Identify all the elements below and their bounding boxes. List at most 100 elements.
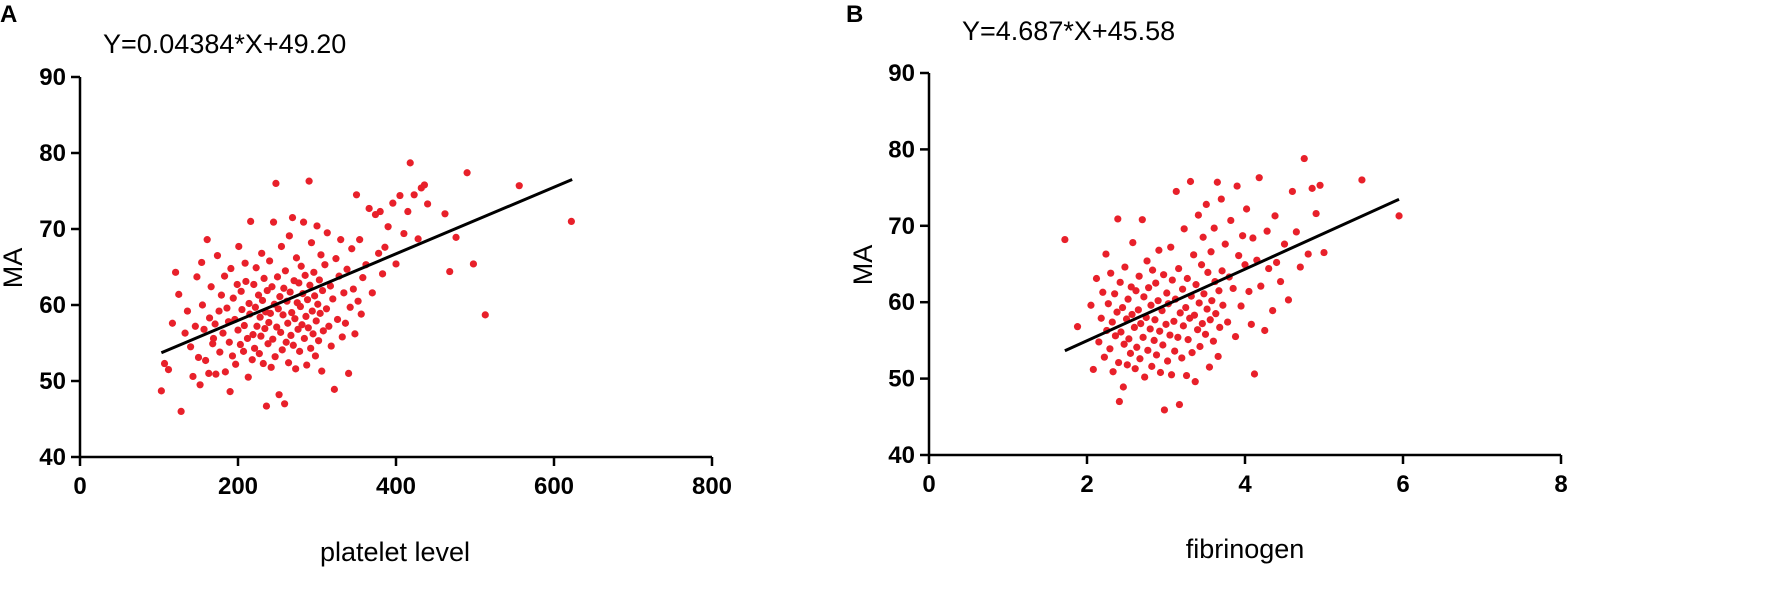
- data-point-b: [1186, 177, 1195, 186]
- data-point-b: [1163, 289, 1171, 297]
- data-point-a: [396, 191, 404, 200]
- data-point-b: [1194, 211, 1202, 219]
- data-point-b: [1316, 181, 1324, 189]
- data-point-a: [376, 207, 384, 216]
- data-point-a: [333, 315, 342, 324]
- data-point-b: [1123, 361, 1131, 369]
- data-point-b: [1217, 195, 1225, 203]
- data-point-a: [343, 265, 351, 273]
- data-point-a: [255, 350, 263, 358]
- data-point-a: [567, 217, 575, 225]
- data-point-a: [253, 322, 261, 330]
- data-point-b: [1125, 335, 1133, 343]
- data-point-a: [303, 296, 312, 304]
- y-axis-title-b: MA: [848, 245, 878, 286]
- data-point-b: [1213, 178, 1221, 186]
- data-point-a: [183, 307, 192, 315]
- data-point-a: [389, 199, 397, 207]
- data-point-a: [196, 381, 204, 389]
- data-point-b: [1280, 240, 1289, 248]
- data-point-a: [250, 280, 258, 289]
- data-point-b: [1111, 332, 1120, 340]
- data-point-a: [209, 340, 217, 348]
- data-point-b: [1162, 320, 1170, 328]
- data-point-a: [359, 274, 367, 282]
- data-point-b: [1148, 266, 1157, 274]
- x-tick-label-b: 6: [1396, 471, 1409, 498]
- data-point-a: [233, 280, 241, 289]
- data-point-a: [410, 191, 418, 199]
- data-point-b: [1160, 271, 1168, 279]
- data-point-b: [1284, 296, 1293, 304]
- data-point-b: [1249, 234, 1257, 242]
- data-point-b: [1154, 297, 1162, 305]
- data-point-a: [400, 229, 408, 238]
- data-point-b: [1208, 297, 1216, 305]
- data-point-a: [299, 218, 308, 226]
- data-point-a: [168, 319, 177, 327]
- scatter-panel-a: A Y=0.04384*X+49.20 MA platelet level 40…: [0, 1, 732, 567]
- data-point-a: [338, 333, 346, 341]
- data-point-a: [258, 296, 267, 305]
- data-point-b: [1131, 365, 1139, 373]
- data-point-a: [318, 367, 326, 375]
- data-point-b: [1152, 351, 1161, 359]
- data-point-a: [267, 363, 275, 371]
- data-point-b: [1395, 212, 1403, 220]
- data-point-b: [1115, 358, 1123, 367]
- data-point-a: [317, 251, 325, 259]
- data-point-b: [1271, 212, 1279, 220]
- data-point-a: [247, 217, 255, 225]
- data-point-a: [351, 330, 359, 338]
- data-point-a: [272, 179, 280, 187]
- data-point-a: [235, 242, 243, 251]
- data-point-a: [312, 317, 320, 325]
- data-point-b: [1190, 251, 1198, 259]
- data-point-a: [323, 229, 331, 237]
- data-point-a: [239, 347, 248, 355]
- data-point-a: [207, 283, 215, 291]
- data-point-a: [209, 334, 218, 343]
- data-point-b: [1133, 343, 1141, 351]
- data-point-b: [1168, 276, 1176, 284]
- data-point-a: [285, 232, 293, 240]
- data-point-a: [245, 299, 253, 308]
- data-point-a: [307, 344, 315, 352]
- data-point-a: [252, 264, 260, 272]
- data-point-b: [1150, 336, 1158, 344]
- data-point-a: [212, 370, 220, 378]
- data-point-a: [441, 210, 449, 218]
- data-point-b: [1140, 293, 1148, 301]
- data-point-a: [303, 361, 311, 369]
- x-tick-label-a: 200: [218, 473, 258, 500]
- data-point-a: [325, 322, 333, 330]
- y-tick-label-a: 60: [39, 292, 66, 319]
- data-point-b: [1296, 263, 1304, 271]
- data-point-a: [352, 191, 361, 199]
- data-point-b: [1099, 288, 1107, 296]
- data-point-b: [1239, 232, 1247, 240]
- regression-line-a: [160, 178, 573, 355]
- data-point-a: [315, 276, 323, 284]
- data-point-b: [1273, 258, 1281, 267]
- data-point-a: [420, 181, 429, 189]
- data-point-b: [1136, 355, 1144, 363]
- data-point-b: [1198, 319, 1206, 328]
- data-point-b: [1113, 308, 1121, 316]
- data-point-a: [463, 169, 471, 177]
- data-point-b: [1155, 246, 1163, 254]
- data-point-a: [280, 284, 288, 292]
- data-point-a: [217, 291, 226, 299]
- data-point-b: [1108, 318, 1116, 326]
- data-point-a: [198, 258, 206, 267]
- data-point-b: [1216, 323, 1224, 332]
- data-point-a: [302, 312, 310, 320]
- y-tick-label-b: 60: [888, 289, 915, 316]
- data-point-a: [345, 369, 353, 377]
- data-point-a: [277, 328, 285, 336]
- data-point-a: [384, 223, 392, 231]
- data-point-a: [191, 322, 199, 330]
- data-point-a: [354, 297, 362, 305]
- y-tick-label-a: 70: [39, 216, 66, 243]
- data-point-a: [357, 310, 365, 318]
